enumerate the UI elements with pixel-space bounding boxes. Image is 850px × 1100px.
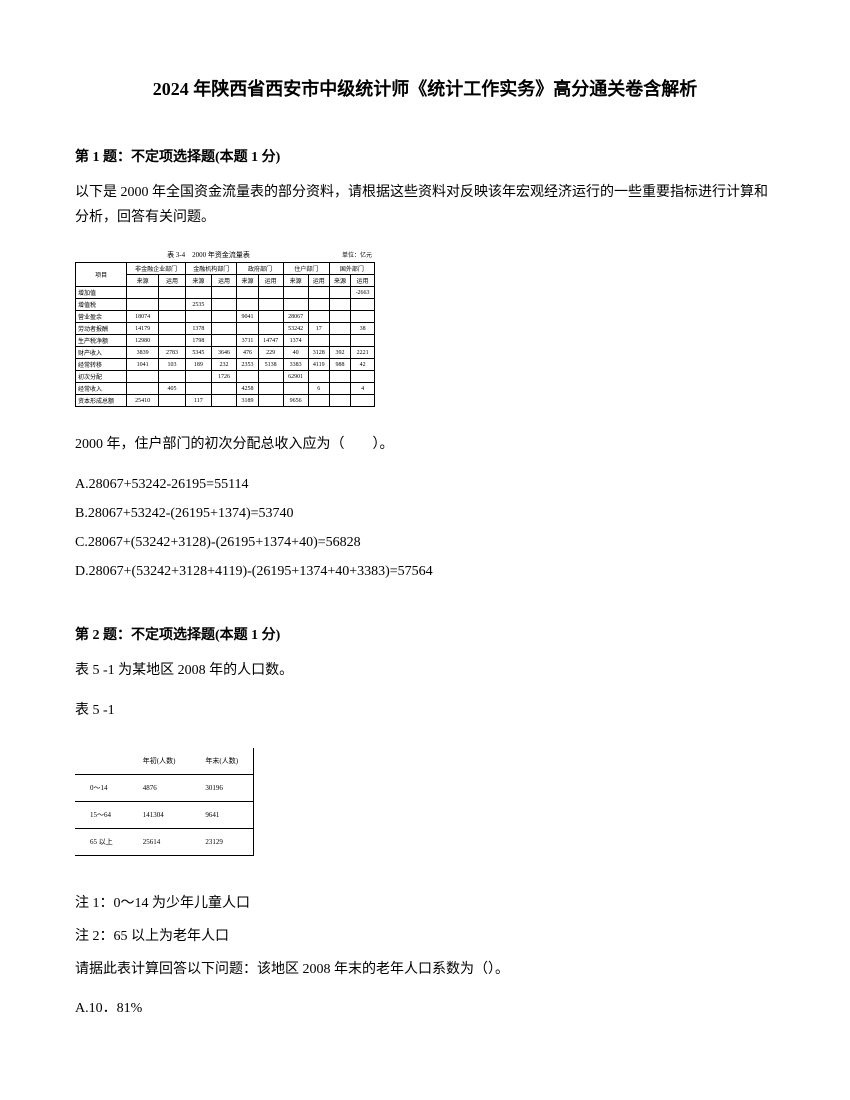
document-title: 2024 年陕西省西安市中级统计师《统计工作实务》高分通关卷含解析 — [75, 75, 775, 101]
q2-option-a: A.10．81% — [75, 996, 775, 1021]
q1-table-container: 表 3-4 2000 年资金流量表 单位：亿元 项目非金融企业部门金融机构部门政… — [75, 250, 775, 407]
q1-table: 表 3-4 2000 年资金流量表 单位：亿元 项目非金融企业部门金融机构部门政… — [75, 250, 375, 407]
q2-table: 年初(人数)年末(人数)0～1448763019615～641413049641… — [75, 748, 254, 856]
q2-text2: 表 5 -1 — [75, 698, 775, 723]
q2-table-container: 年初(人数)年末(人数)0～1448763019615～641413049641… — [75, 748, 775, 856]
q2-text1: 表 5 -1 为某地区 2008 年的人口数。 — [75, 658, 775, 683]
q2-header: 第 2 题：不定项选择题(本题 1 分) — [75, 624, 775, 644]
q2-note2: 注 2：65 以上为老年人口 — [75, 924, 775, 949]
q1-question: 2000 年，住户部门的初次分配总收入应为（ ）。 — [75, 432, 775, 457]
q1-option-b: B.28067+53242-(26195+1374)=53740 — [75, 501, 775, 526]
q1-option-c: C.28067+(53242+3128)-(26195+1374+40)=568… — [75, 530, 775, 555]
q1-table-title: 表 3-4 2000 年资金流量表 — [167, 251, 250, 259]
q2-note1: 注 1：0～14 为少年儿童人口 — [75, 891, 775, 916]
q1-option-a: A.28067+53242-26195=55114 — [75, 472, 775, 497]
q1-header: 第 1 题：不定项选择题(本题 1 分) — [75, 146, 775, 166]
q1-option-d: D.28067+(53242+3128+4119)-(26195+1374+40… — [75, 559, 775, 584]
q2-question: 请据此表计算回答以下问题：该地区 2008 年末的老年人口系数为（）。 — [75, 957, 775, 982]
q1-text: 以下是 2000 年全国资金流量表的部分资料，请根据这些资料对反映该年宏观经济运… — [75, 180, 775, 230]
q1-table-unit: 单位：亿元 — [342, 250, 375, 259]
